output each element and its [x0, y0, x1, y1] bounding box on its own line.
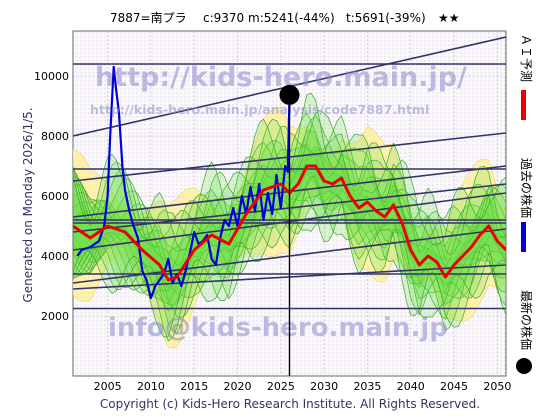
header-target: t:5691(-39%) [346, 11, 426, 25]
y-tick-label: 6000 [41, 190, 69, 203]
x-tick-label: 2015 [180, 380, 208, 393]
x-tick-label: 2045 [440, 380, 468, 393]
legend-ai-label: ＡＩ予測 [519, 34, 533, 82]
x-tick-label: 2050 [483, 380, 511, 393]
legend-ai-swatch [521, 90, 526, 120]
header-min: m:5241(-44%) [248, 11, 335, 25]
band-inner [73, 92, 506, 338]
copyright: Copyright (c) Kids-Hero Research Institu… [100, 397, 480, 411]
x-tick-label: 2030 [310, 380, 338, 393]
generated-date: Generated on Monday 2026/1/5. [21, 107, 35, 302]
y-tick-label: 4000 [41, 250, 69, 263]
y-tick-label: 8000 [41, 130, 69, 143]
x-tick-label: 2005 [94, 380, 122, 393]
watermark-url: http://kids-hero.main.jp/analysis/code78… [90, 102, 429, 117]
x-tick-label: 2020 [224, 380, 252, 393]
latest-price-marker [279, 84, 300, 105]
series-lines [73, 65, 506, 300]
ai-forecast-line [73, 164, 506, 282]
legend-past-swatch [521, 222, 526, 252]
axis-ticks: 2005 2010 2015 2020 2025 2030 2035 2040 2045 2050… [34, 70, 511, 393]
latest-marker-group [279, 84, 300, 376]
y-tick-label: 2000 [41, 310, 69, 323]
x-tick-label: 2025 [267, 380, 295, 393]
past-price-line [76, 65, 291, 300]
legend-latest-dot [516, 358, 532, 374]
x-tick-label: 2035 [353, 380, 381, 393]
y-tick-label: 10000 [34, 70, 69, 83]
header-stars: ★★ [438, 11, 460, 25]
watermark-main: http://kids-hero.main.jp/ [95, 62, 467, 93]
legend-past-label: 過去の株価 [519, 158, 534, 218]
header-code: 7887=南プラ [110, 10, 187, 25]
legend-latest-label: 最新の株価 [519, 290, 534, 350]
watermark-email: info@kids-hero.main.jp [108, 313, 448, 343]
header-current: c:9370 [203, 11, 244, 25]
x-tick-label: 2010 [137, 380, 165, 393]
x-tick-label: 2040 [397, 380, 425, 393]
legend: ＡＩ予測 過去の株価 最新の株価 [516, 34, 534, 374]
